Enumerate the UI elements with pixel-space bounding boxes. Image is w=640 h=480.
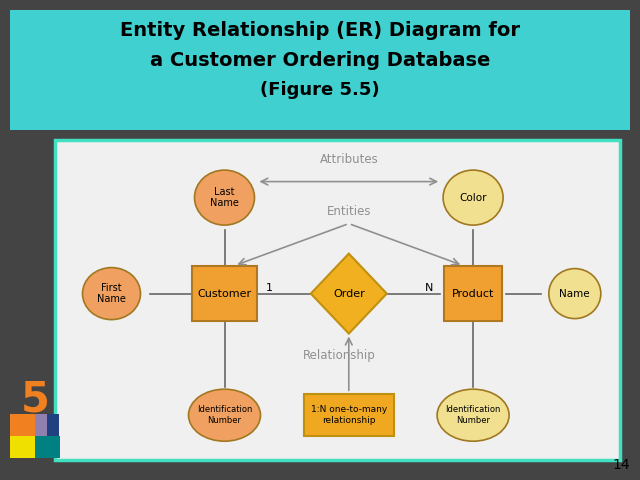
Bar [10, 414, 35, 436]
Text: 5: 5 [20, 379, 49, 421]
Ellipse shape [437, 389, 509, 441]
Bar [35, 414, 47, 436]
Ellipse shape [195, 170, 255, 225]
Bar [304, 394, 394, 436]
Ellipse shape [189, 389, 260, 441]
Text: Last
Name: Last Name [210, 187, 239, 208]
Text: Attributes: Attributes [319, 153, 378, 166]
Text: 1: 1 [266, 283, 273, 293]
Text: Order: Order [333, 288, 365, 299]
Text: Product: Product [452, 288, 494, 299]
Text: a Customer Ordering Database: a Customer Ordering Database [150, 50, 490, 70]
Bar [444, 266, 502, 321]
Text: N: N [425, 283, 433, 293]
Text: Customer: Customer [197, 288, 252, 299]
Bar [10, 436, 35, 458]
Text: 14: 14 [612, 458, 630, 472]
Text: Relationship: Relationship [303, 348, 375, 362]
Bar [35, 436, 60, 458]
Text: Color: Color [460, 192, 487, 203]
Text: Entities: Entities [326, 205, 371, 218]
Bar [55, 140, 620, 460]
Text: 1:N one-to-many
relationship: 1:N one-to-many relationship [310, 406, 387, 425]
Ellipse shape [83, 268, 141, 320]
Text: (Figure 5.5): (Figure 5.5) [260, 81, 380, 99]
Text: Entity Relationship (ER) Diagram for: Entity Relationship (ER) Diagram for [120, 21, 520, 39]
Ellipse shape [443, 170, 503, 225]
Ellipse shape [549, 269, 601, 319]
Text: First
Name: First Name [97, 283, 126, 304]
Text: Name: Name [559, 288, 590, 299]
Bar [47, 414, 59, 436]
Bar [192, 266, 257, 321]
Polygon shape [311, 253, 387, 334]
Text: Identification
Number: Identification Number [197, 406, 252, 425]
Bar [10, 10, 630, 130]
Text: Identification
Number: Identification Number [445, 406, 500, 425]
